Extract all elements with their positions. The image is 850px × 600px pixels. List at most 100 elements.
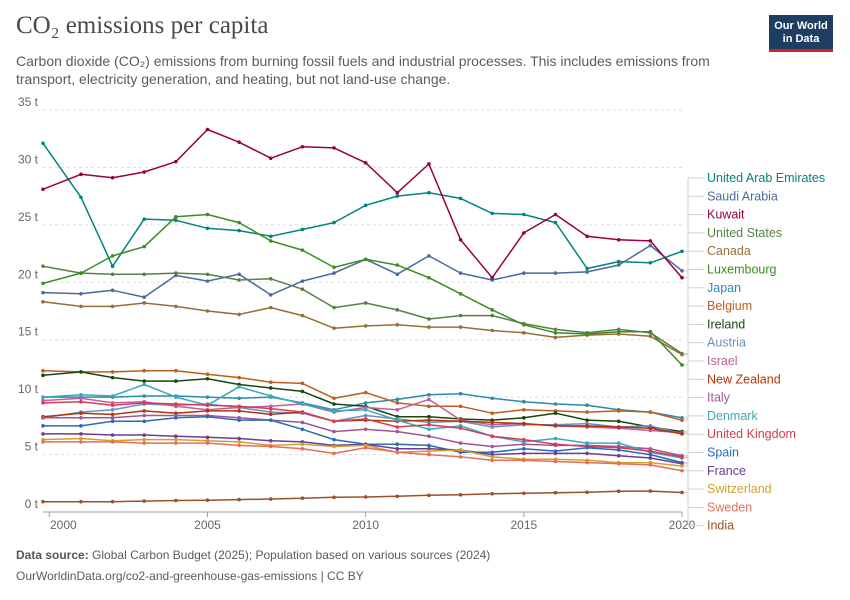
data-point <box>142 379 147 383</box>
legend-label: United Arab Emirates <box>707 171 825 185</box>
data-point <box>395 494 400 499</box>
data-point <box>427 427 431 432</box>
data-point <box>553 271 558 275</box>
data-point <box>142 394 147 398</box>
data-point <box>490 458 494 463</box>
data-point <box>110 272 115 277</box>
data-point <box>427 422 431 427</box>
data-point <box>332 444 336 449</box>
data-point <box>616 263 621 267</box>
data-point <box>522 322 526 327</box>
legend-label: Sweden <box>707 500 752 514</box>
data-point <box>41 264 45 269</box>
data-point <box>332 437 336 442</box>
data-point <box>110 370 115 374</box>
data-point <box>110 254 115 258</box>
data-point <box>648 334 653 339</box>
data-point <box>616 489 621 494</box>
data-point <box>268 305 273 310</box>
data-point <box>522 491 526 496</box>
legend-label: Austria <box>707 336 746 350</box>
legend-label: Switzerland <box>707 482 772 496</box>
data-point <box>427 317 431 321</box>
legend-label: United States <box>707 226 782 240</box>
data-point <box>174 416 178 420</box>
data-point <box>490 411 494 416</box>
data-point <box>395 322 400 327</box>
data-point <box>427 325 431 329</box>
data-point <box>205 498 210 502</box>
data-point <box>553 490 558 495</box>
owid-logo[interactable]: Our World in Data <box>769 15 833 52</box>
data-point <box>268 438 273 443</box>
data-point <box>174 441 178 445</box>
data-point <box>522 407 526 412</box>
data-point <box>237 497 241 502</box>
data-point <box>680 418 684 422</box>
data-point <box>458 391 463 396</box>
series-line <box>42 301 683 356</box>
data-point <box>41 401 45 405</box>
data-point <box>332 265 336 270</box>
data-point <box>363 257 368 262</box>
data-point <box>41 440 45 444</box>
chart-title: CO₂ emissions per capita <box>16 12 269 39</box>
data-point <box>458 492 463 497</box>
data-point <box>363 413 368 418</box>
data-point <box>395 308 400 312</box>
data-point <box>522 451 526 456</box>
legend-label: Belgium <box>707 299 752 313</box>
data-source: Data source: Global Carbon Budget (2025)… <box>16 548 490 562</box>
data-point <box>616 461 621 466</box>
data-point <box>205 212 210 217</box>
data-point <box>522 399 526 404</box>
data-point <box>142 499 147 503</box>
data-point <box>268 394 273 398</box>
data-point <box>680 352 684 357</box>
legend-label: Italy <box>707 391 731 405</box>
data-point <box>458 291 463 296</box>
data-point <box>522 212 526 217</box>
legend-label: India <box>707 519 734 533</box>
data-point <box>174 218 178 223</box>
data-point <box>522 421 526 426</box>
data-point <box>648 243 653 248</box>
data-point <box>427 275 431 280</box>
data-point <box>585 441 589 445</box>
data-source-text: Global Carbon Budget (2025); Population … <box>92 548 491 562</box>
data-point <box>79 424 83 428</box>
data-point <box>395 425 400 429</box>
data-point <box>490 275 494 280</box>
data-point <box>79 396 83 401</box>
data-point <box>205 395 210 399</box>
data-point <box>237 228 241 233</box>
legend-label: France <box>707 464 746 478</box>
data-point <box>553 436 558 441</box>
data-point <box>427 397 431 402</box>
data-point <box>205 226 210 231</box>
data-point <box>205 376 210 381</box>
data-point <box>490 211 494 216</box>
data-point <box>79 416 83 420</box>
data-point <box>268 380 273 385</box>
source-url[interactable]: OurWorldinData.org/co2-and-greenhouse-ga… <box>16 569 364 583</box>
data-point <box>363 203 368 208</box>
data-point <box>585 490 589 495</box>
data-point <box>300 420 305 425</box>
data-point <box>522 437 526 442</box>
data-point <box>237 220 241 225</box>
data-point <box>363 427 368 432</box>
data-point <box>237 443 241 448</box>
data-point <box>395 442 400 447</box>
legend-label: United Kingdom <box>707 427 796 441</box>
data-point <box>458 404 463 409</box>
logo-line-2: in Data <box>782 33 820 45</box>
data-point <box>174 437 178 442</box>
data-point <box>458 426 463 430</box>
data-point <box>363 417 368 421</box>
data-point <box>268 444 273 449</box>
data-point <box>553 331 558 335</box>
data-point <box>332 220 336 225</box>
data-point <box>268 156 273 161</box>
